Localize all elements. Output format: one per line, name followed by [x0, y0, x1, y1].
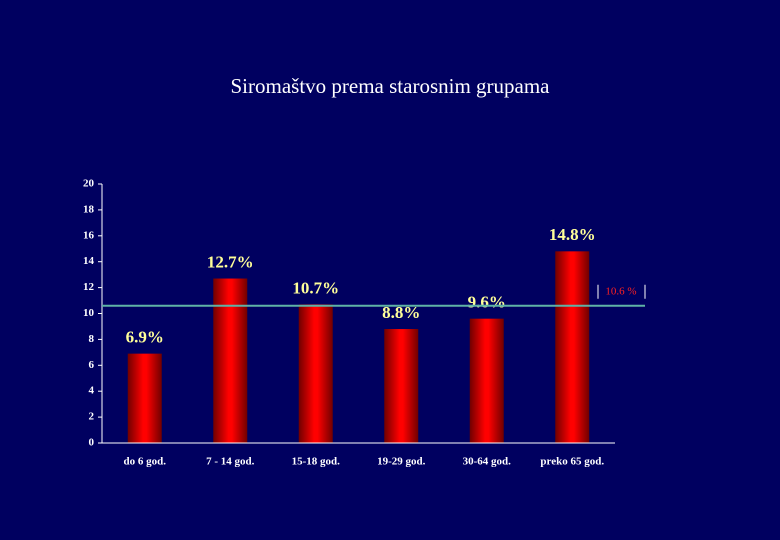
value-label: 6.9% [126, 328, 164, 347]
bar [555, 251, 590, 443]
y-tick-label: 14 [83, 255, 95, 267]
y-tick-label: 20 [83, 178, 95, 190]
chart-title: Siromaštvo prema starosnim grupama [230, 74, 550, 98]
value-label: 10.7% [292, 278, 339, 297]
bar [127, 353, 162, 443]
x-tick-label: 19-29 god. [377, 456, 426, 468]
value-label: 14.8% [549, 225, 596, 244]
bar [213, 278, 248, 443]
y-tick-label: 0 [89, 437, 95, 449]
y-tick-label: 18 [83, 203, 95, 215]
x-tick-label: 7 - 14 god. [206, 456, 255, 468]
value-label: 9.6% [468, 293, 506, 312]
x-tick-label: preko 65 god. [540, 456, 604, 468]
reference-label: 10.6 % [605, 285, 636, 297]
y-tick-label: 6 [89, 359, 95, 371]
y-tick-label: 8 [89, 333, 95, 345]
value-label: 8.8% [382, 303, 420, 322]
y-tick-label: 10 [83, 307, 95, 319]
y-tick-label: 4 [89, 385, 95, 397]
y-tick-label: 12 [83, 281, 95, 293]
bar [384, 329, 419, 443]
x-tick-label: 30-64 god. [463, 456, 512, 468]
bar [298, 304, 333, 443]
x-tick-label: do 6 god. [124, 456, 167, 468]
y-tick-label: 2 [89, 411, 95, 423]
bar [469, 318, 504, 443]
value-label: 12.7% [207, 252, 254, 271]
y-tick-label: 16 [83, 229, 95, 241]
x-tick-label: 15-18 god. [292, 456, 341, 468]
